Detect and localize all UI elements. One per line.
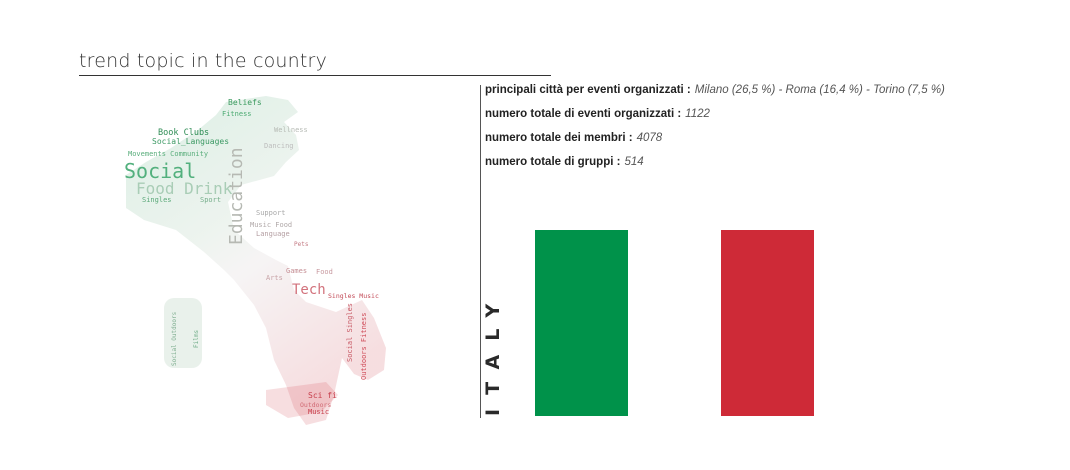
word-arts: Arts <box>266 274 283 282</box>
word-outdoors: Outdoors <box>300 401 331 409</box>
stat-value: 514 <box>624 156 644 168</box>
stat-label: numero totale di eventi organizzati : <box>485 108 682 120</box>
word-outdoors-fitness: Outdoors Fitness <box>360 313 368 380</box>
word-singles: Singles <box>142 196 172 204</box>
word-films: Films <box>193 330 200 348</box>
word-language: Language <box>256 230 290 238</box>
country-label: ITALY <box>482 289 504 416</box>
page-title: trend topic in the country <box>79 50 328 72</box>
title-underline <box>79 75 551 76</box>
word-music: Music <box>308 408 329 416</box>
word-games: Games <box>286 267 307 275</box>
stat-label: numero totale di gruppi : <box>485 156 621 168</box>
sardinia-shape <box>164 298 202 368</box>
vertical-divider <box>480 85 481 418</box>
word-food-drink: Food Drink <box>136 179 233 198</box>
word-tech: Tech <box>292 282 326 298</box>
word-social-singles: Social Singles <box>346 303 354 362</box>
stat-label: numero totale dei membri : <box>485 132 633 144</box>
flag-stripe-red <box>721 230 814 416</box>
flag-stripe-white <box>628 230 721 416</box>
word-social-languages: Social_Languages <box>152 137 229 146</box>
word-music-food: Music Food <box>250 221 292 229</box>
word-sci-fi: Sci fi <box>308 391 337 400</box>
word-support: Support <box>256 209 286 217</box>
word-movements: Movements Community <box>128 150 208 158</box>
italy-wordcloud-map: Beliefs Fitness Book Clubs Social_Langua… <box>124 96 386 425</box>
stat-top-cities: principali città per eventi organizzati … <box>485 82 945 106</box>
word-social: Social <box>124 159 196 183</box>
stats-panel: principali città per eventi organizzati … <box>485 82 945 178</box>
stat-total-groups: numero totale di gruppi :514 <box>485 154 945 178</box>
stat-value: 1122 <box>685 108 710 120</box>
word-food-small: Food <box>316 268 333 276</box>
stat-label: principali città per eventi organizzati … <box>485 84 691 96</box>
word-pets: Pets <box>294 241 309 248</box>
word-social-outdoors: Social Outdoors <box>171 311 178 366</box>
word-education: Education <box>226 147 247 245</box>
word-wellness: Wellness <box>274 126 308 134</box>
word-sports: Sport <box>200 196 221 204</box>
word-dancing: Dancing <box>264 142 294 150</box>
word-book-clubs: Book Clubs <box>158 128 209 138</box>
word-singles-music: Singles Music <box>328 292 379 300</box>
stat-total-members: numero totale dei membri :4078 <box>485 130 945 154</box>
stat-value: Milano (26,5 %) - Roma (16,4 %) - Torino… <box>694 84 945 96</box>
stat-total-events: numero totale di eventi organizzati :112… <box>485 106 945 130</box>
word-fitness: Fitness <box>222 110 252 118</box>
italy-mainland-shape <box>126 96 386 425</box>
sicily-shape <box>266 382 338 418</box>
flag-stripe-green <box>535 230 628 416</box>
stat-value: 4078 <box>636 132 663 144</box>
word-beliefs: Beliefs <box>228 98 262 107</box>
